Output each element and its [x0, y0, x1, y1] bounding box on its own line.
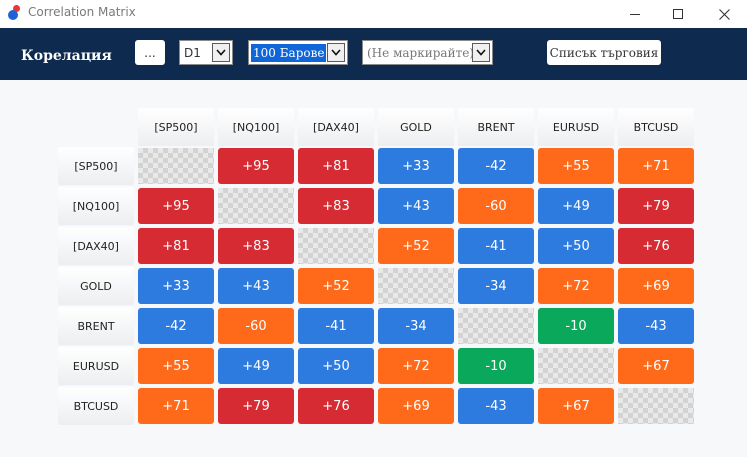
correlation-cell[interactable]: +71: [618, 148, 694, 184]
diagonal-cell: [538, 348, 614, 384]
correlation-cell[interactable]: +79: [218, 388, 294, 424]
diagonal-cell: [218, 188, 294, 224]
column-header: [NQ100]: [218, 108, 294, 146]
correlation-cell[interactable]: +72: [378, 348, 454, 384]
timeframe-select[interactable]: D1: [179, 40, 233, 65]
correlation-cell[interactable]: +43: [218, 268, 294, 304]
close-button[interactable]: [701, 0, 747, 28]
correlation-cell[interactable]: -10: [458, 348, 534, 384]
row-header: BRENT: [58, 307, 134, 345]
correlation-cell[interactable]: -34: [378, 308, 454, 344]
correlation-cell[interactable]: +95: [138, 188, 214, 224]
bars-select[interactable]: 100 Барове: [248, 40, 348, 65]
marking-value: (Не маркирайте): [367, 45, 472, 60]
toolbar-title: Корелация: [21, 48, 112, 64]
maximize-button[interactable]: [655, 0, 701, 28]
maximize-icon: [673, 9, 683, 19]
row-header: EURUSD: [58, 347, 134, 385]
correlation-cell[interactable]: +52: [298, 268, 374, 304]
row-header: GOLD: [58, 267, 134, 305]
column-header: [DAX40]: [298, 108, 374, 146]
column-header: [SP500]: [138, 108, 214, 146]
correlation-cell[interactable]: +33: [138, 268, 214, 304]
more-button[interactable]: ...: [135, 40, 165, 65]
correlation-cell[interactable]: +50: [538, 228, 614, 264]
trade-list-button[interactable]: Списък търговия: [547, 40, 661, 65]
correlation-cell[interactable]: +55: [538, 148, 614, 184]
app-icon: [8, 5, 24, 21]
correlation-cell[interactable]: +76: [298, 388, 374, 424]
diagonal-cell: [378, 268, 454, 304]
correlation-cell[interactable]: +81: [298, 148, 374, 184]
correlation-cell[interactable]: +72: [538, 268, 614, 304]
correlation-cell[interactable]: -41: [298, 308, 374, 344]
window-title: Correlation Matrix: [28, 5, 136, 19]
correlation-cell[interactable]: -43: [618, 308, 694, 344]
chevron-down-icon[interactable]: [327, 43, 345, 62]
correlation-cell[interactable]: +55: [138, 348, 214, 384]
close-icon: [718, 8, 730, 20]
row-header: [SP500]: [58, 147, 134, 185]
diagonal-cell: [618, 388, 694, 424]
correlation-cell[interactable]: +33: [378, 148, 454, 184]
correlation-cell[interactable]: -41: [458, 228, 534, 264]
row-header: BTCUSD: [58, 387, 134, 425]
diagonal-cell: [458, 308, 534, 344]
correlation-cell[interactable]: -60: [218, 308, 294, 344]
column-header: EURUSD: [538, 108, 614, 146]
timeframe-value: D1: [184, 45, 201, 60]
column-header: BRENT: [458, 108, 534, 146]
chevron-down-icon[interactable]: [472, 43, 490, 62]
bars-value: 100 Барове: [251, 43, 327, 62]
chevron-down-icon[interactable]: [212, 43, 230, 62]
correlation-cell[interactable]: -43: [458, 388, 534, 424]
column-header: BTCUSD: [618, 108, 694, 146]
correlation-cell[interactable]: +69: [378, 388, 454, 424]
correlation-cell[interactable]: +76: [618, 228, 694, 264]
correlation-cell[interactable]: -60: [458, 188, 534, 224]
correlation-cell[interactable]: +83: [298, 188, 374, 224]
toolbar: Корелация ... D1 100 Барове (Не маркирай…: [0, 28, 747, 80]
correlation-cell[interactable]: -34: [458, 268, 534, 304]
correlation-cell[interactable]: +43: [378, 188, 454, 224]
correlation-cell[interactable]: -42: [458, 148, 534, 184]
correlation-cell[interactable]: +49: [218, 348, 294, 384]
correlation-cell[interactable]: +67: [618, 348, 694, 384]
correlation-cell[interactable]: +83: [218, 228, 294, 264]
minimize-icon: [630, 13, 640, 15]
marking-select[interactable]: (Не маркирайте): [362, 40, 493, 65]
title-bar: Correlation Matrix: [0, 0, 747, 28]
correlation-cell[interactable]: +71: [138, 388, 214, 424]
correlation-cell[interactable]: +81: [138, 228, 214, 264]
correlation-cell[interactable]: +95: [218, 148, 294, 184]
correlation-cell[interactable]: +52: [378, 228, 454, 264]
correlation-cell[interactable]: +79: [618, 188, 694, 224]
correlation-cell[interactable]: +49: [538, 188, 614, 224]
column-header: GOLD: [378, 108, 454, 146]
row-header: [DAX40]: [58, 227, 134, 265]
minimize-button[interactable]: [612, 0, 658, 28]
correlation-cell[interactable]: +50: [298, 348, 374, 384]
diagonal-cell: [298, 228, 374, 264]
correlation-cell[interactable]: +69: [618, 268, 694, 304]
diagonal-cell: [138, 148, 214, 184]
correlation-cell[interactable]: -10: [538, 308, 614, 344]
row-header: [NQ100]: [58, 187, 134, 225]
correlation-cell[interactable]: -42: [138, 308, 214, 344]
correlation-cell[interactable]: +67: [538, 388, 614, 424]
